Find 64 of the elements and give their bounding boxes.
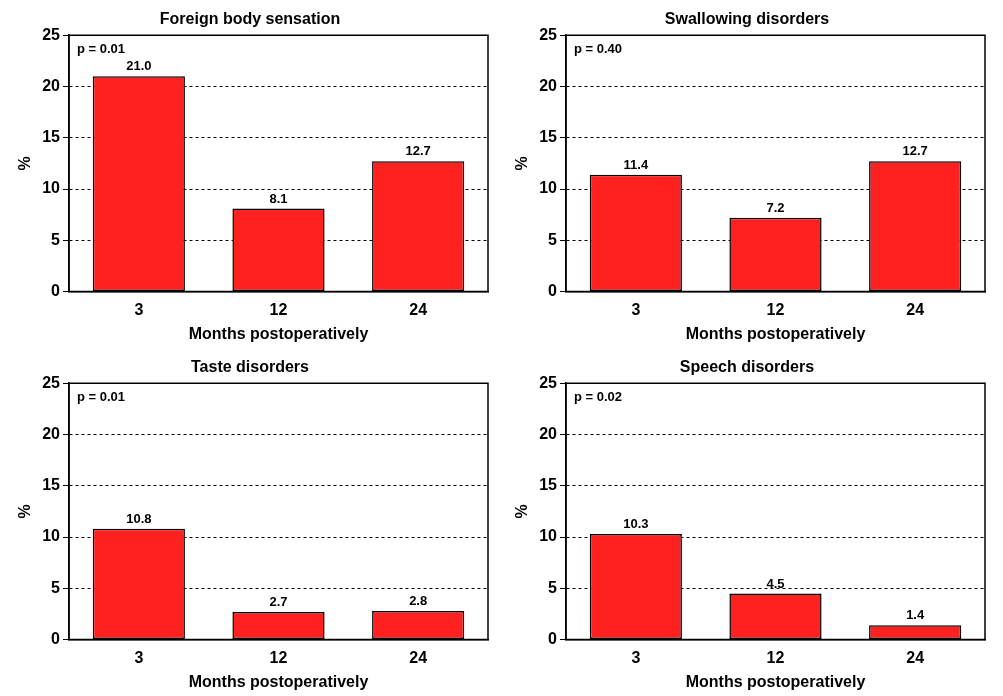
- y-axis-title: %: [16, 504, 34, 519]
- chart-title: Taste disorders: [191, 358, 310, 376]
- x-tick-label: 12: [269, 300, 288, 318]
- y-tick-label: 0: [51, 282, 61, 300]
- y-tick-label: 0: [51, 630, 61, 648]
- x-tick-label: 12: [269, 648, 288, 666]
- data-label: 21.0: [126, 58, 152, 74]
- chart-title: Foreign body sensation: [159, 10, 341, 28]
- data-label: 10.3: [623, 516, 649, 532]
- x-tick-label: 12: [766, 648, 785, 666]
- data-label: 12.7: [902, 143, 928, 159]
- data-label: 2.8: [409, 592, 428, 608]
- chart-title: Speech disorders: [679, 358, 815, 376]
- data-label: 1.4: [906, 607, 925, 623]
- y-tick-label: 25: [42, 373, 61, 391]
- x-axis-title: Months postoperatively: [685, 672, 866, 690]
- x-axis-title: Months postoperatively: [188, 672, 369, 690]
- y-axis-title: %: [513, 156, 531, 171]
- x-tick-label: 24: [906, 300, 925, 318]
- annotation: p = 0.02: [574, 389, 623, 405]
- y-tick-label: 10: [42, 179, 61, 197]
- data-label: 4.5: [766, 575, 785, 591]
- y-tick-label: 10: [42, 527, 61, 545]
- data-label: 2.7: [269, 593, 288, 609]
- y-tick-label: 5: [548, 578, 558, 596]
- y-tick-label: 0: [548, 630, 558, 648]
- y-tick-label: 25: [42, 25, 61, 43]
- y-axis-title: %: [513, 504, 531, 519]
- data-label: 8.1: [269, 190, 288, 206]
- y-tick-label: 5: [51, 230, 61, 248]
- y-tick-label: 10: [539, 179, 558, 197]
- x-tick-label: 3: [134, 300, 144, 318]
- y-tick-label: 5: [548, 230, 558, 248]
- y-tick-label: 20: [42, 76, 61, 94]
- data-label: 10.8: [126, 510, 152, 526]
- y-tick-label: 10: [539, 527, 558, 545]
- annotation: p = 0.40: [574, 41, 623, 57]
- data-label: 7.2: [766, 199, 785, 215]
- x-tick-label: 3: [631, 300, 641, 318]
- y-tick-label: 15: [539, 128, 558, 146]
- y-tick-label: 25: [539, 25, 558, 43]
- y-tick-label: 15: [42, 476, 61, 494]
- y-tick-label: 20: [42, 424, 61, 442]
- y-axis-title: %: [16, 156, 34, 171]
- y-tick-label: 5: [51, 578, 61, 596]
- x-tick-label: 12: [766, 300, 785, 318]
- data-label: 11.4: [623, 156, 649, 172]
- x-axis-title: Months postoperatively: [188, 324, 369, 342]
- x-tick-label: 3: [631, 648, 641, 666]
- y-tick-label: 0: [548, 282, 558, 300]
- x-tick-label: 24: [409, 300, 428, 318]
- annotation: p = 0.01: [77, 41, 126, 57]
- y-tick-label: 15: [42, 128, 61, 146]
- x-tick-label: 3: [134, 648, 144, 666]
- x-tick-label: 24: [906, 648, 925, 666]
- y-tick-label: 25: [539, 373, 558, 391]
- y-tick-label: 20: [539, 424, 558, 442]
- annotation: p = 0.01: [77, 389, 126, 405]
- data-label: 12.7: [405, 143, 431, 159]
- chart-title: Swallowing disorders: [664, 10, 830, 28]
- x-axis-title: Months postoperatively: [685, 324, 866, 342]
- y-tick-label: 15: [539, 476, 558, 494]
- x-tick-label: 24: [409, 648, 428, 666]
- y-tick-label: 20: [539, 76, 558, 94]
